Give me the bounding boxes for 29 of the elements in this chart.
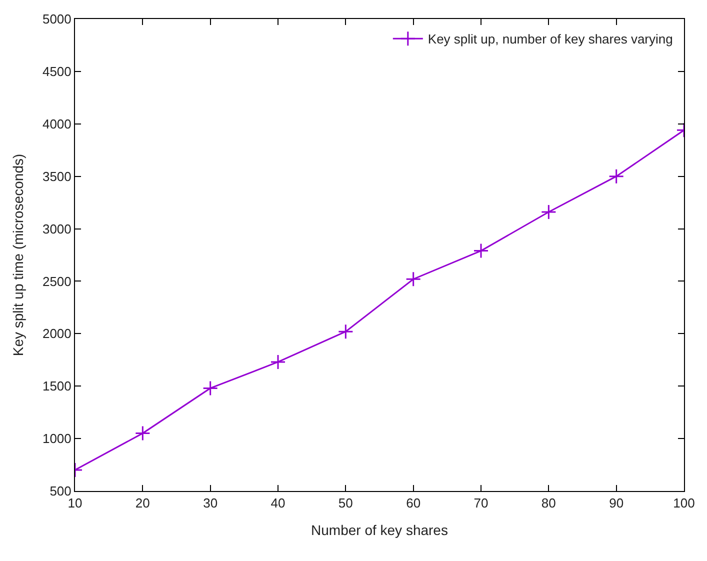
x-tick-label: 40	[270, 496, 286, 511]
point	[473, 243, 489, 259]
y-tick-label: 1500	[42, 378, 72, 394]
y-tick-label: 2000	[42, 326, 72, 342]
y-tick-label: 3000	[42, 221, 72, 236]
x-tick-label: 50	[338, 496, 353, 511]
x-axis-title: Number of key shares	[311, 522, 448, 538]
x-tick-label: 60	[406, 496, 421, 511]
x-tick-label: 30	[203, 496, 218, 511]
y-tick-label: 3500	[42, 168, 72, 184]
x-tick-label: 90	[609, 496, 624, 511]
point	[540, 204, 556, 220]
point	[608, 168, 624, 184]
point	[270, 354, 286, 370]
point	[134, 426, 150, 442]
y-tick-label: 5000	[42, 12, 72, 27]
x-tick-label: 20	[135, 496, 150, 511]
point	[338, 324, 354, 340]
legend-label: Key split up, number of key shares varying	[428, 32, 673, 47]
x-tick-label: 100	[673, 496, 695, 511]
x-tick-label: 70	[474, 496, 488, 511]
point	[406, 271, 422, 287]
y-axis-title: Key split up time (microseconds)	[10, 154, 26, 356]
y-tick-label: 4000	[42, 116, 72, 132]
point	[202, 380, 218, 396]
y-tick-label: 2500	[42, 274, 72, 289]
x-tick-label: 80	[541, 496, 556, 511]
y-tick-label: 4500	[42, 64, 72, 79]
y-tick-label: 1000	[42, 431, 72, 446]
